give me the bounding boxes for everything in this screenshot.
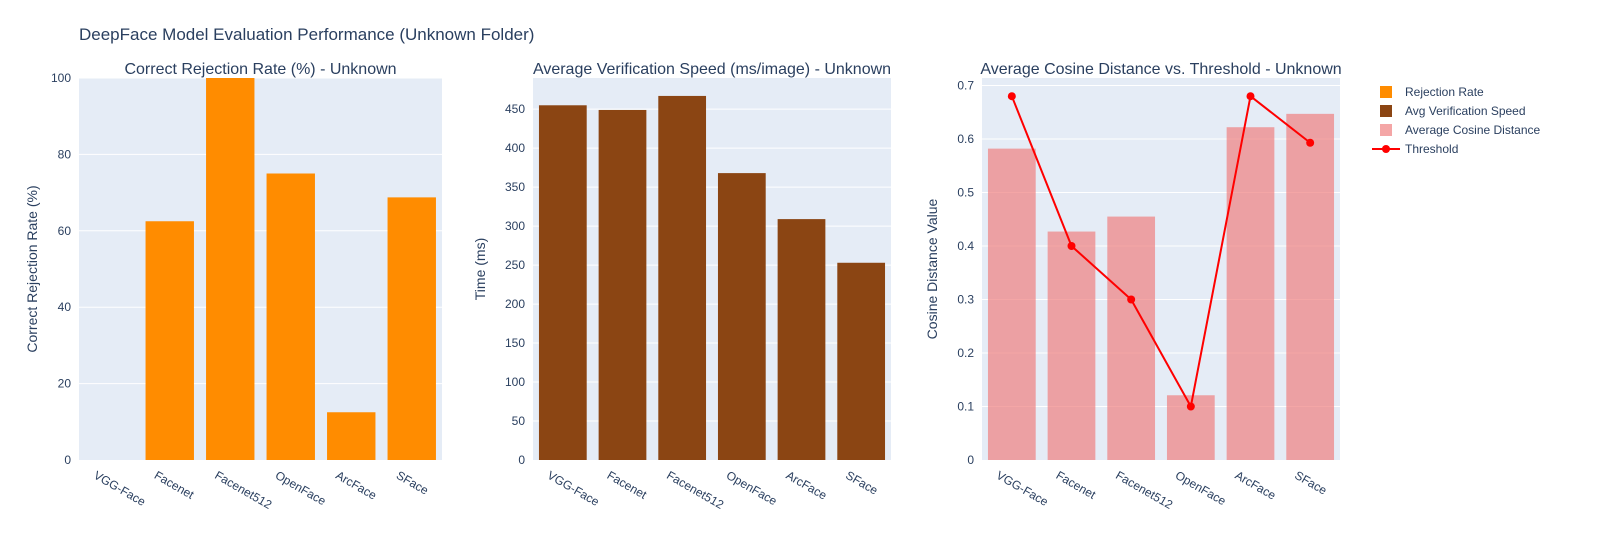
legend: Rejection Rate Avg Verification Speed Aver… [1372, 85, 1541, 156]
y-axis-label: Time (ms) [472, 238, 488, 300]
y-tick-label: 0 [967, 453, 974, 467]
y-tick-label: 20 [58, 377, 72, 391]
x-tick-label: OpenFace [273, 468, 329, 508]
x-tick-label: SFace [1292, 468, 1329, 498]
bar-sface[interactable] [387, 197, 436, 460]
bar-arcface[interactable] [327, 412, 376, 460]
bar-openface[interactable] [266, 173, 315, 461]
y-tick-label: 0.6 [957, 132, 974, 146]
x-tick-label: ArcFace [784, 468, 830, 503]
legend-swatch [1380, 124, 1392, 136]
y-tick-label: 0 [64, 453, 71, 467]
bar-sface[interactable] [1286, 113, 1335, 460]
legend-marker [1382, 145, 1390, 153]
subplot-title: Correct Rejection Rate (%) - Unknown [124, 61, 396, 78]
y-tick-label: 350 [505, 180, 525, 194]
legend-item[interactable]: Rejection Rate [1380, 85, 1484, 99]
bar-facenet[interactable] [598, 109, 647, 461]
threshold-point[interactable] [1306, 138, 1315, 147]
bar-vgg-face[interactable] [538, 105, 587, 461]
y-tick-label: 0.1 [957, 399, 974, 413]
y-tick-label: 50 [512, 414, 526, 428]
x-tick-label: VGG-Face [994, 468, 1051, 509]
legend-label: Threshold [1405, 142, 1458, 156]
y-tick-label: 400 [505, 141, 525, 155]
y-tick-label: 100 [51, 71, 71, 85]
y-tick-label: 450 [505, 102, 525, 116]
y-axis-label: Correct Rejection Rate (%) [24, 185, 40, 352]
y-tick-label: 250 [505, 258, 525, 272]
y-tick-label: 80 [58, 147, 72, 161]
threshold-point[interactable] [1127, 295, 1136, 304]
bar-facenet512[interactable] [206, 78, 255, 460]
y-tick-label: 200 [505, 297, 525, 311]
x-tick-label: Facenet [1054, 468, 1099, 502]
legend-label: Avg Verification Speed [1405, 104, 1526, 118]
legend-swatch [1380, 86, 1392, 98]
legend-item[interactable]: Threshold [1372, 142, 1458, 156]
threshold-point[interactable] [1067, 241, 1076, 250]
bar-facenet[interactable] [145, 221, 194, 460]
legend-label: Rejection Rate [1405, 85, 1484, 99]
subplot-title: Average Verification Speed (ms/image) - … [533, 61, 891, 78]
figure-title: DeepFace Model Evaluation Performance (U… [79, 25, 534, 44]
x-tick-label: OpenFace [724, 468, 780, 508]
y-tick-label: 0.7 [957, 78, 974, 92]
legend-label: Average Cosine Distance [1405, 123, 1541, 137]
threshold-point[interactable] [1007, 92, 1016, 101]
threshold-line[interactable] [1010, 94, 1311, 410]
x-tick-label: Facenet512 [212, 468, 274, 512]
threshold-point[interactable] [1246, 92, 1255, 101]
legend-item[interactable]: Average Cosine Distance [1380, 123, 1541, 137]
bar-sface[interactable] [837, 262, 886, 460]
bar-arcface[interactable] [1226, 127, 1275, 461]
y-tick-label: 0.3 [957, 292, 974, 306]
subplots: 0 20 40 60 80 100 Correct Rejection Rate (%) -… [24, 61, 1342, 512]
bar-facenet512[interactable] [1107, 216, 1156, 460]
x-tick-label: SFace [394, 468, 431, 498]
x-tick-label: VGG-Face [545, 468, 602, 509]
x-tick-label: Facenet512 [664, 468, 726, 512]
subplot-title: Average Cosine Distance vs. Threshold - … [980, 61, 1341, 78]
x-tick-label: Facenet512 [1113, 468, 1175, 512]
bar-facenet[interactable] [1047, 231, 1096, 460]
y-tick-label: 0.4 [957, 239, 974, 253]
x-tick-label: Facenet [605, 468, 650, 502]
subplot-1: 0 20 40 60 80 100 Correct Rejection Rate (%) -… [24, 61, 442, 512]
y-tick-label: 0.2 [957, 346, 974, 360]
y-tick-label: 0 [518, 453, 525, 467]
bar-arcface[interactable] [777, 219, 826, 460]
x-tick-label: SFace [843, 468, 880, 498]
bar-openface[interactable] [717, 173, 766, 460]
y-tick-label: 300 [505, 219, 525, 233]
y-tick-label: 100 [505, 375, 525, 389]
bar-facenet512[interactable] [658, 95, 707, 461]
x-tick-label: ArcFace [1233, 468, 1279, 503]
x-tick-label: Facenet [152, 468, 197, 502]
plot-area [533, 78, 891, 460]
y-axis-label: Cosine Distance Value [924, 198, 940, 339]
bar-vgg-face[interactable] [987, 148, 1036, 461]
x-tick-label: ArcFace [333, 468, 379, 503]
legend-item[interactable]: Avg Verification Speed [1380, 104, 1526, 118]
subplot-2: 0 50 100 150 200 250 300 350 400 450 Average Verif… [472, 61, 891, 512]
plot-area [982, 78, 1340, 460]
x-tick-label: OpenFace [1173, 468, 1229, 508]
y-tick-label: 60 [58, 224, 72, 238]
plot-area [79, 78, 442, 460]
y-tick-label: 0.5 [957, 185, 974, 199]
legend-swatch [1380, 105, 1392, 117]
y-tick-label: 150 [505, 336, 525, 350]
y-tick-label: 40 [58, 300, 72, 314]
subplot-3: 0 0.1 0.2 0.3 0.4 0.5 0.6 0.7 Average Cosine Dis… [924, 61, 1342, 512]
threshold-point[interactable] [1186, 402, 1195, 411]
x-tick-label: VGG-Face [91, 468, 148, 509]
